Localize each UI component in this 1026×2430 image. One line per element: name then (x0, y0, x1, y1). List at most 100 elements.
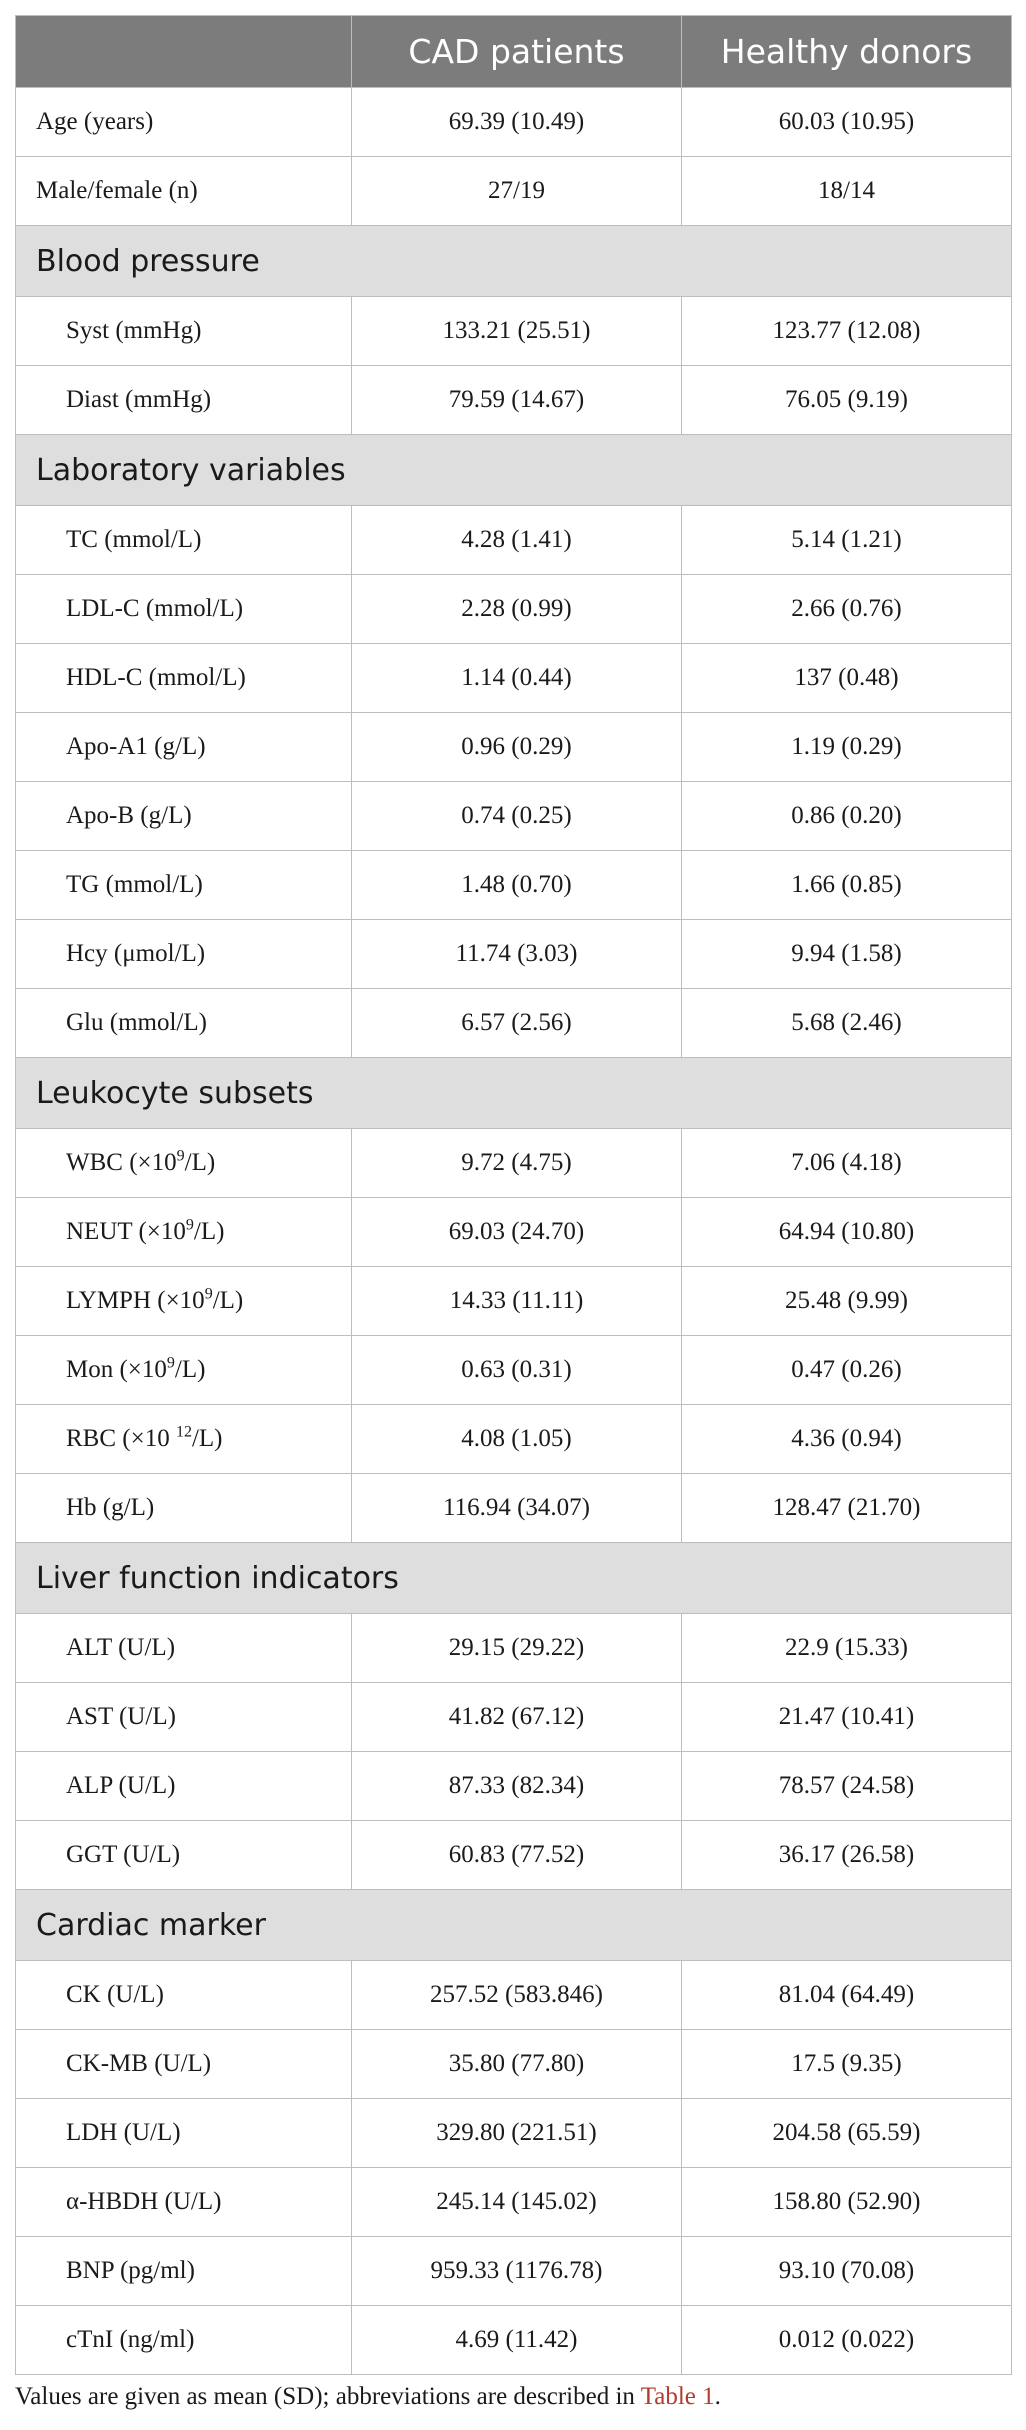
table-row: CK-MB (U/L) 35.80 (77.80) 17.5 (9.35) (15, 2029, 1012, 2099)
cad-value: 257.52 (583.846) (351, 1960, 682, 2030)
cad-value: 1.14 (0.44) (351, 643, 682, 713)
section-title: Cardiac marker (15, 1889, 1012, 1961)
healthy-value: 158.80 (52.90) (681, 2167, 1012, 2237)
table-row: ALP (U/L) 87.33 (82.34) 78.57 (24.58) (15, 1751, 1012, 1821)
table-row: GGT (U/L) 60.83 (77.52) 36.17 (26.58) (15, 1820, 1012, 1890)
healthy-value: 22.9 (15.33) (681, 1613, 1012, 1683)
row-label: RBC (×10 12/L) (15, 1404, 352, 1474)
table-footnote: Values are given as mean (SD); abbreviat… (15, 2383, 721, 2411)
cad-value: 2.28 (0.99) (351, 574, 682, 644)
cad-value: 116.94 (34.07) (351, 1473, 682, 1543)
row-label: CK-MB (U/L) (15, 2029, 352, 2099)
healthy-value: 64.94 (10.80) (681, 1197, 1012, 1267)
row-label-exponent: 9 (185, 1216, 194, 1234)
table-row: Syst (mmHg) 133.21 (25.51) 123.77 (12.08) (15, 296, 1012, 366)
row-label: ALP (U/L) (15, 1751, 352, 1821)
section-title: Liver function indicators (15, 1542, 1012, 1614)
healthy-value: 123.77 (12.08) (681, 296, 1012, 366)
row-label: ALT (U/L) (15, 1613, 352, 1683)
healthy-value: 5.14 (1.21) (681, 505, 1012, 575)
table-row: Hb (g/L) 116.94 (34.07) 128.47 (21.70) (15, 1473, 1012, 1543)
row-label-unit: /L) (174, 1356, 206, 1383)
row-label: α-HBDH (U/L) (15, 2167, 352, 2237)
table-row: Age (years) 69.39 (10.49) 60.03 (10.95) (15, 87, 1012, 157)
healthy-value: 36.17 (26.58) (681, 1820, 1012, 1890)
row-label-text: RBC (×10 (66, 1425, 176, 1452)
row-label: Hb (g/L) (15, 1473, 352, 1543)
cad-value: 69.03 (24.70) (351, 1197, 682, 1267)
cad-value: 329.80 (221.51) (351, 2098, 682, 2168)
cad-value: 79.59 (14.67) (351, 365, 682, 435)
table-row: Male/female (n) 27/19 18/14 (15, 156, 1012, 226)
row-label-unit: /L) (212, 1287, 244, 1314)
data-table: CAD patients Healthy donors Age (years) 6… (15, 15, 1012, 2375)
cad-value: 959.33 (1176.78) (351, 2236, 682, 2306)
healthy-value: 60.03 (10.95) (681, 87, 1012, 157)
cad-value: 14.33 (11.11) (351, 1266, 682, 1336)
healthy-value: 0.012 (0.022) (681, 2305, 1012, 2375)
row-label-text: NEUT (×10 (66, 1218, 186, 1245)
table-row: AST (U/L) 41.82 (67.12) 21.47 (10.41) (15, 1682, 1012, 1752)
row-label: LDL-C (mmol/L) (15, 574, 352, 644)
row-label: Male/female (n) (15, 156, 352, 226)
cad-value: 133.21 (25.51) (351, 296, 682, 366)
row-label: Glu (mmol/L) (15, 988, 352, 1058)
healthy-value: 137 (0.48) (681, 643, 1012, 713)
footnote-end: . (714, 2383, 721, 2410)
cad-value: 0.96 (0.29) (351, 712, 682, 782)
cad-value: 11.74 (3.03) (351, 919, 682, 989)
table-row: LDH (U/L) 329.80 (221.51) 204.58 (65.59) (15, 2098, 1012, 2168)
row-label: AST (U/L) (15, 1682, 352, 1752)
table-row: ALT (U/L) 29.15 (29.22) 22.9 (15.33) (15, 1613, 1012, 1683)
header-row: CAD patients Healthy donors (15, 15, 1012, 88)
row-label-exponent: 12 (175, 1423, 192, 1441)
cad-value: 69.39 (10.49) (351, 87, 682, 157)
healthy-value: 204.58 (65.59) (681, 2098, 1012, 2168)
header-blank (15, 15, 352, 88)
healthy-value: 2.66 (0.76) (681, 574, 1012, 644)
row-label: BNP (pg/ml) (15, 2236, 352, 2306)
healthy-value: 25.48 (9.99) (681, 1266, 1012, 1336)
row-label: Apo-A1 (g/L) (15, 712, 352, 782)
row-label: LYMPH (×109/L) (15, 1266, 352, 1336)
table-row: Apo-B (g/L) 0.74 (0.25) 0.86 (0.20) (15, 781, 1012, 851)
row-label: GGT (U/L) (15, 1820, 352, 1890)
cad-value: 87.33 (82.34) (351, 1751, 682, 1821)
healthy-value: 76.05 (9.19) (681, 365, 1012, 435)
row-label: Syst (mmHg) (15, 296, 352, 366)
cad-value: 4.69 (11.42) (351, 2305, 682, 2375)
row-label: TG (mmol/L) (15, 850, 352, 920)
section-title: Laboratory variables (15, 434, 1012, 506)
cad-value: 29.15 (29.22) (351, 1613, 682, 1683)
cad-value: 4.08 (1.05) (351, 1404, 682, 1474)
healthy-value: 9.94 (1.58) (681, 919, 1012, 989)
section-title: Leukocyte subsets (15, 1057, 1012, 1129)
cad-value: 41.82 (67.12) (351, 1682, 682, 1752)
cad-value: 245.14 (145.02) (351, 2167, 682, 2237)
header-cad-patients: CAD patients (351, 15, 682, 88)
footnote-text: Values are given as mean (SD); abbreviat… (15, 2383, 641, 2410)
table-row: WBC (×109/L) 9.72 (4.75) 7.06 (4.18) (15, 1128, 1012, 1198)
table-1-link[interactable]: Table 1 (640, 2383, 715, 2410)
row-label: HDL-C (mmol/L) (15, 643, 352, 713)
row-label: NEUT (×109/L) (15, 1197, 352, 1267)
cad-value: 0.74 (0.25) (351, 781, 682, 851)
cad-value: 60.83 (77.52) (351, 1820, 682, 1890)
cad-value: 35.80 (77.80) (351, 2029, 682, 2099)
table-row: Diast (mmHg) 79.59 (14.67) 76.05 (9.19) (15, 365, 1012, 435)
cad-value: 4.28 (1.41) (351, 505, 682, 575)
table-row: Apo-A1 (g/L) 0.96 (0.29) 1.19 (0.29) (15, 712, 1012, 782)
row-label-text: WBC (×10 (66, 1149, 177, 1176)
row-label-text: Mon (×10 (66, 1356, 167, 1383)
table-row: RBC (×10 12/L) 4.08 (1.05) 4.36 (0.94) (15, 1404, 1012, 1474)
row-label-unit: /L) (184, 1149, 216, 1176)
cad-value: 0.63 (0.31) (351, 1335, 682, 1405)
table-row: TC (mmol/L) 4.28 (1.41) 5.14 (1.21) (15, 505, 1012, 575)
table-body: Age (years) 69.39 (10.49) 60.03 (10.95) Mal… (15, 87, 1012, 2375)
healthy-value: 93.10 (70.08) (681, 2236, 1012, 2306)
table-row: CK (U/L) 257.52 (583.846) 81.04 (64.49) (15, 1960, 1012, 2030)
table-container: CAD patients Healthy donors Age (years) 6… (15, 15, 1012, 2375)
section-header-row: Laboratory variables (15, 434, 1012, 506)
section-header-row: Leukocyte subsets (15, 1057, 1012, 1129)
healthy-value: 0.86 (0.20) (681, 781, 1012, 851)
